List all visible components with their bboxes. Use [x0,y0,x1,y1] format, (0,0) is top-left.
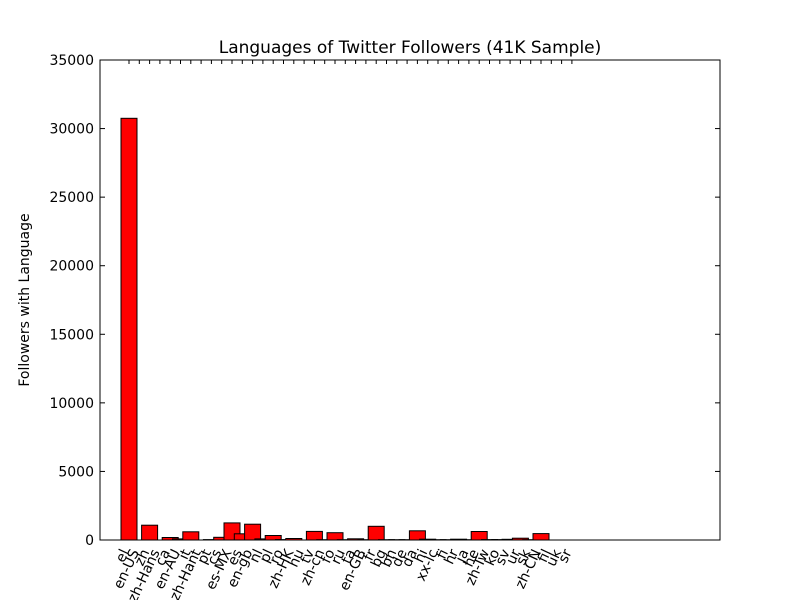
plot-frame [100,60,720,540]
bar-fr [368,526,384,540]
y-axis-label: Followers with Language [17,213,33,386]
x-ticks-group: elen-USzhzh-Hanscaen-AUitzh-Hantptcses-M… [111,546,576,600]
axes-group [100,60,720,540]
y-tick-label: 0 [85,533,94,549]
y-tick-label: 25000 [49,190,94,206]
y-tick-label: 35000 [49,53,94,69]
bar-tv [306,531,322,540]
bars-group [121,118,549,540]
chart-title: Languages of Twitter Followers (41K Samp… [219,38,602,58]
y-tick-label: 5000 [58,464,94,480]
y-ticks-group: 0 5000 10000 15000 20000 25000 30000 35000 [49,53,720,549]
y-tick-label: 20000 [49,259,94,275]
y-tick-label: 30000 [49,122,94,138]
bar-zh-CN [533,534,549,540]
bar-he [471,532,487,541]
bar-it [183,532,199,540]
y-tick-label: 15000 [49,327,94,343]
y-tick-label: 10000 [49,396,94,412]
bar-el [121,118,137,540]
bar-zh [142,525,158,540]
bar-da [409,531,425,540]
bar-en-gb [245,524,261,540]
bar-fo [327,533,343,540]
